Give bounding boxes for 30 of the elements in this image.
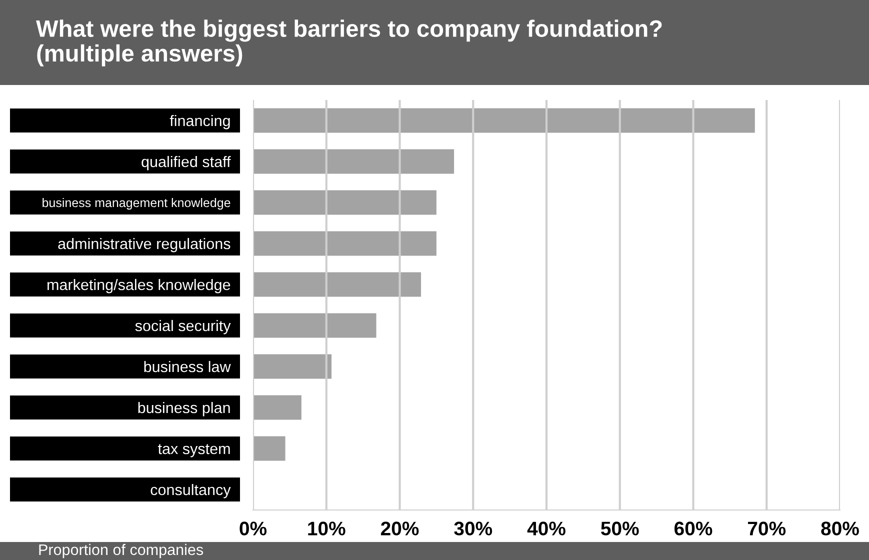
bar — [253, 313, 376, 338]
y-tick-label: tax system — [158, 444, 230, 458]
y-tick-label: administrative regulations — [58, 238, 230, 252]
y-tick-label: financing — [170, 114, 230, 130]
x-tick-label: 70% — [748, 522, 786, 536]
x-tick-label: 10% — [308, 522, 346, 536]
bar — [253, 354, 332, 379]
y-tick-label: business management knowledge — [42, 198, 230, 210]
y-tick-label: consultancy — [150, 484, 231, 498]
x-tick-label: 30% — [454, 522, 492, 536]
bar — [253, 231, 436, 256]
bar — [253, 190, 436, 215]
y-tick-label: social security — [135, 320, 231, 334]
x-tick-label: 50% — [601, 522, 639, 536]
x-tick-label: 0% — [240, 522, 267, 536]
bar — [253, 149, 454, 174]
y-tick-label: marketing/sales knowledge — [48, 278, 230, 294]
x-tick-label: 20% — [380, 522, 419, 536]
bar — [253, 272, 422, 297]
y-tick-label: qualified staff — [142, 156, 231, 170]
bar — [253, 436, 286, 461]
x-tick-label: 60% — [674, 522, 712, 536]
x-tick-label: 80% — [821, 522, 859, 536]
y-tick-label: business plan — [138, 402, 230, 416]
bar — [253, 395, 302, 420]
x-tick-label: 40% — [527, 522, 566, 536]
chart-title: What were the biggest barriers to company foundation? (multiple answers) — [36, 20, 662, 66]
x-axis-title: Proportion of companies — [39, 544, 204, 558]
y-tick-label: business law — [144, 360, 231, 372]
bar — [253, 108, 755, 133]
